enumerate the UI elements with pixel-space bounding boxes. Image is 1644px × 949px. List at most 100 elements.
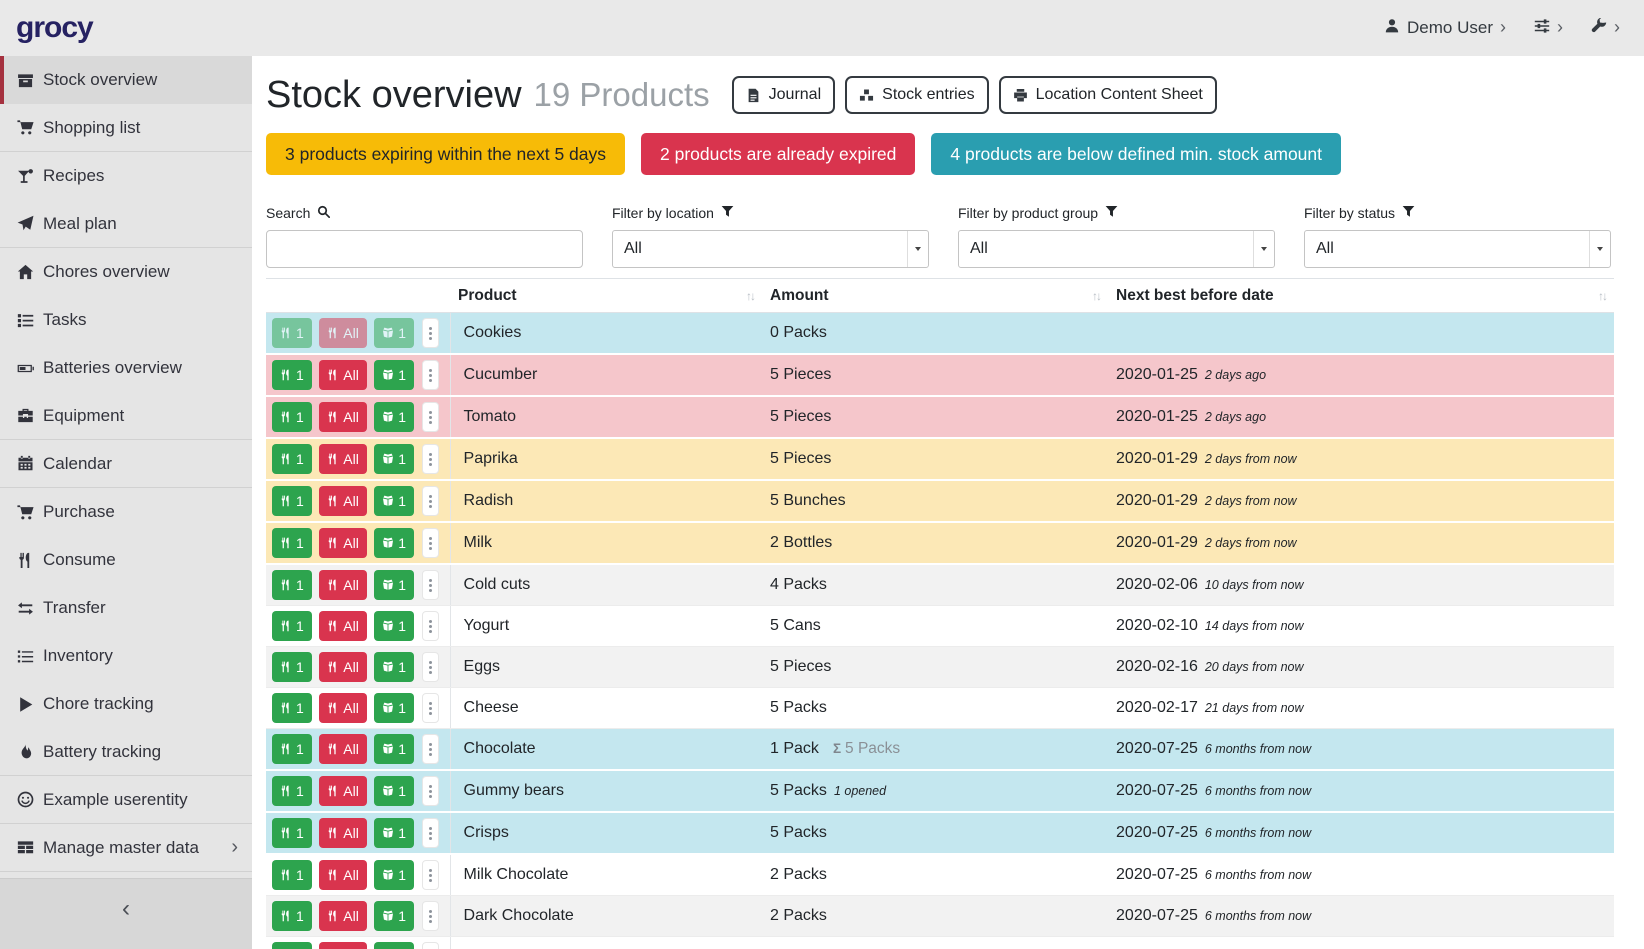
row-menu-button[interactable] <box>421 776 439 806</box>
app-logo[interactable]: grocy <box>16 11 94 44</box>
row-menu-button[interactable] <box>421 693 439 723</box>
sidebar-item-shopping-list[interactable]: Shopping list › <box>0 104 252 152</box>
consume-one-button[interactable]: 1 <box>272 611 312 641</box>
open-one-button[interactable]: 1 <box>374 818 415 848</box>
consume-one-button[interactable]: 1 <box>272 693 312 723</box>
consume-all-button[interactable]: All <box>319 818 367 848</box>
sidebar-item-tasks[interactable]: Tasks › <box>0 296 252 344</box>
alert-below-min-stock[interactable]: 4 products are below defined min. stock … <box>931 133 1341 175</box>
row-menu-button[interactable] <box>421 901 439 931</box>
open-one-button[interactable]: 1 <box>374 444 415 474</box>
row-menu-button[interactable] <box>421 528 439 558</box>
consume-all-button[interactable]: All <box>319 693 367 723</box>
open-one-button[interactable]: 1 <box>374 570 415 600</box>
consume-one-button[interactable]: 1 <box>272 402 312 432</box>
sidebar-item-batteries-overview[interactable]: Batteries overview › <box>0 344 252 392</box>
consume-one-button[interactable]: 1 <box>272 486 312 516</box>
open-one-button[interactable]: 1 <box>374 528 415 558</box>
consume-one-button[interactable]: 1 <box>272 942 312 949</box>
sidebar-item-manage-master-data[interactable]: Manage master data › <box>0 824 252 872</box>
consume-one-button[interactable]: 1 <box>272 734 312 764</box>
sidebar-item-equipment[interactable]: Equipment › <box>0 392 252 440</box>
row-menu-button[interactable] <box>421 318 439 348</box>
consume-all-button[interactable]: All <box>319 860 367 890</box>
open-one-button[interactable]: 1 <box>374 693 415 723</box>
consume-all-button[interactable]: All <box>319 528 367 558</box>
row-menu-button[interactable] <box>421 652 439 682</box>
row-menu-button[interactable] <box>421 860 439 890</box>
row-menu-button[interactable] <box>421 402 439 432</box>
row-menu-button[interactable] <box>421 734 439 764</box>
consume-all-button[interactable]: All <box>319 486 367 516</box>
sidebar-item-calendar[interactable]: Calendar › <box>0 440 252 488</box>
row-menu-button[interactable] <box>421 486 439 516</box>
consume-all-button[interactable]: All <box>319 734 367 764</box>
open-one-button[interactable]: 1 <box>374 318 415 348</box>
settings-menu[interactable]: › <box>1534 18 1563 39</box>
consume-one-button[interactable]: 1 <box>272 318 312 348</box>
location-filter-select[interactable]: All <box>612 230 929 268</box>
consume-all-button[interactable]: All <box>319 444 367 474</box>
row-menu-button[interactable] <box>421 611 439 641</box>
sidebar-collapse-button[interactable]: ‹ <box>0 878 252 949</box>
consume-all-button[interactable]: All <box>319 402 367 432</box>
alert-expired[interactable]: 2 products are already expired <box>641 133 916 175</box>
consume-all-button[interactable]: All <box>319 901 367 931</box>
consume-one-button[interactable]: 1 <box>272 444 312 474</box>
open-one-button[interactable]: 1 <box>374 486 415 516</box>
open-one-button[interactable]: 1 <box>374 734 415 764</box>
sidebar-item-recipes[interactable]: Recipes › <box>0 152 252 200</box>
consume-all-button[interactable]: All <box>319 652 367 682</box>
consume-one-button[interactable]: 1 <box>272 860 312 890</box>
consume-all-button[interactable]: All <box>319 776 367 806</box>
sidebar-item-battery-tracking[interactable]: Battery tracking › <box>0 728 252 776</box>
sort-icon[interactable]: ↑↓ <box>1598 288 1608 303</box>
consume-one-button[interactable]: 1 <box>272 360 312 390</box>
alert-expiring[interactable]: 3 products expiring within the next 5 da… <box>266 133 626 175</box>
user-menu[interactable]: Demo User › <box>1384 18 1506 39</box>
search-input[interactable] <box>266 230 583 268</box>
open-one-button[interactable]: 1 <box>374 942 415 949</box>
journal-button[interactable]: Journal <box>731 76 836 114</box>
admin-menu[interactable]: › <box>1591 18 1620 39</box>
open-one-button[interactable]: 1 <box>374 611 415 641</box>
product-group-filter-select[interactable]: All <box>958 230 1275 268</box>
consume-all-button[interactable]: All <box>319 570 367 600</box>
sidebar-item-purchase[interactable]: Purchase › <box>0 488 252 536</box>
status-filter-select[interactable]: All <box>1304 230 1611 268</box>
open-one-button[interactable]: 1 <box>374 402 415 432</box>
consume-one-button[interactable]: 1 <box>272 652 312 682</box>
open-one-button[interactable]: 1 <box>374 776 415 806</box>
sort-icon[interactable]: ↑↓ <box>1092 288 1102 303</box>
row-menu-button[interactable] <box>421 570 439 600</box>
open-one-button[interactable]: 1 <box>374 360 415 390</box>
consume-all-button[interactable]: All <box>319 611 367 641</box>
row-menu-button[interactable] <box>421 360 439 390</box>
sidebar-item-transfer[interactable]: Transfer › <box>0 584 252 632</box>
sidebar-item-stock-overview[interactable]: Stock overview › <box>0 56 252 104</box>
consume-all-button[interactable]: All <box>319 318 367 348</box>
sidebar-item-chores-overview[interactable]: Chores overview › <box>0 248 252 296</box>
consume-one-button[interactable]: 1 <box>272 776 312 806</box>
consume-all-button[interactable]: All <box>319 942 367 949</box>
consume-one-button[interactable]: 1 <box>272 570 312 600</box>
consume-one-button[interactable]: 1 <box>272 528 312 558</box>
row-menu-button[interactable] <box>421 444 439 474</box>
location-content-sheet-button[interactable]: Location Content Sheet <box>998 76 1217 114</box>
sidebar-item-consume[interactable]: Consume › <box>0 536 252 584</box>
stock-entries-button[interactable]: Stock entries <box>845 76 989 114</box>
consume-one-button[interactable]: 1 <box>272 901 312 931</box>
open-one-button[interactable]: 1 <box>374 860 415 890</box>
sidebar-item-example-userentity[interactable]: Example userentity › <box>0 776 252 824</box>
sidebar-item-inventory[interactable]: Inventory › <box>0 632 252 680</box>
amount-value: 5 Packs <box>770 824 827 841</box>
sort-icon[interactable]: ↑↓ <box>746 288 756 303</box>
open-one-button[interactable]: 1 <box>374 901 415 931</box>
consume-all-button[interactable]: All <box>319 360 367 390</box>
row-menu-button[interactable] <box>421 942 439 949</box>
sidebar-item-meal-plan[interactable]: Meal plan › <box>0 200 252 248</box>
open-one-button[interactable]: 1 <box>374 652 415 682</box>
consume-one-button[interactable]: 1 <box>272 818 312 848</box>
sidebar-item-chore-tracking[interactable]: Chore tracking › <box>0 680 252 728</box>
row-menu-button[interactable] <box>421 818 439 848</box>
